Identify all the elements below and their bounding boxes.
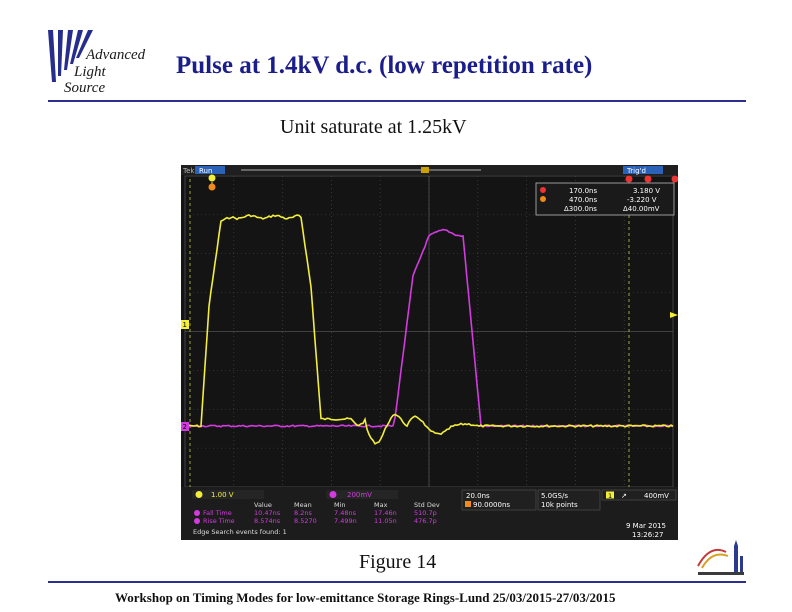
cursor-b-value: -3.220 V	[627, 196, 657, 204]
horizontal-position-icon	[465, 501, 471, 507]
trigger-slope-icon: ↗	[621, 492, 627, 500]
cursor-readout-box	[535, 182, 675, 216]
cursor-b-time: 470.0ns	[569, 196, 597, 204]
trigger-channel: 1	[608, 492, 612, 500]
timebase: 20.0ns	[466, 492, 490, 500]
cursor-delta-time: Δ300.0ns	[564, 205, 597, 213]
scope-time: 13:26:27	[632, 531, 663, 539]
figure-caption: Figure 14	[359, 551, 437, 573]
measurement-table: Value Mean Min Max Std Dev Fall Time 10.…	[193, 501, 440, 536]
trigger-level-marker	[670, 312, 678, 318]
footer-divider	[48, 581, 746, 583]
rise-time-stddev: 476.7p	[414, 517, 437, 525]
ch2-indicator-icon	[329, 491, 337, 498]
svg-text:2: 2	[183, 423, 187, 431]
slide-subtitle: Unit saturate at 1.25kV	[280, 116, 467, 138]
slide-footer: Workshop on Timing Modes for low-emittan…	[115, 590, 616, 605]
rise-time-label: Rise Time	[203, 517, 235, 525]
logo-text-advanced: Advanced	[86, 47, 146, 63]
institution-logo	[697, 540, 744, 575]
channel-1-waveform	[184, 214, 674, 445]
table-header-value: Value	[254, 501, 272, 509]
rise-time-max: 11.05n	[374, 517, 397, 525]
trigger-status-badge	[623, 166, 663, 174]
rise-time-channel-icon	[194, 518, 200, 524]
channel-2-ground-marker	[181, 422, 189, 431]
logo-stripes	[48, 30, 93, 82]
rise-time-mean: 8.5270	[294, 517, 317, 525]
run-status-badge	[195, 166, 225, 174]
title-divider	[48, 100, 746, 102]
trigger-box	[601, 489, 677, 501]
table-header-stddev: Std Dev	[414, 501, 440, 509]
cursor-readout-handle-2	[671, 175, 678, 183]
ch2-scale: 200mV	[347, 491, 372, 499]
fall-time-max: 17.46n	[374, 509, 397, 517]
scope-date: 9 Mar 2015	[626, 522, 666, 530]
table-header-mean: Mean	[294, 501, 312, 509]
table-header-max: Max	[374, 501, 388, 509]
slide-title: Pulse at 1.4kV d.c. (low repetition rate…	[176, 52, 593, 79]
horizontal-position: 90.0000ns	[473, 501, 510, 509]
ch1-indicator-icon	[195, 491, 203, 498]
cursor-a-icon	[540, 187, 546, 193]
fall-time-value: 10.47ns	[254, 509, 281, 517]
rise-time-min: 7.499n	[334, 517, 357, 525]
cursor-b-handle	[625, 175, 633, 183]
svg-text:1: 1	[183, 321, 187, 329]
als-logo: Advanced Light Source	[48, 30, 163, 96]
run-status: Run	[199, 167, 212, 175]
ch1-scale: 1.00 V	[211, 491, 234, 499]
cursor-b-icon	[540, 196, 546, 202]
fall-time-min: 7.48ns	[334, 509, 357, 517]
graticule	[184, 175, 674, 488]
acquisition-box	[537, 489, 601, 511]
ch2-scale-box	[326, 490, 398, 499]
cursor-delta-value: Δ40.00mV	[623, 205, 660, 213]
trigger-status: Trig'd	[626, 167, 646, 175]
cursor-a-time: 170.0ns	[569, 187, 597, 195]
fall-time-mean: 8.2ns	[294, 509, 312, 517]
scope-brand: Tek	[182, 167, 195, 175]
fall-time-channel-icon	[194, 510, 200, 516]
record-view-bar	[241, 169, 481, 171]
logo-text-source: Source	[64, 80, 106, 96]
oscilloscope-screen: Tek Run Trig'd 170.0ns 3.180 V 470.0ns -…	[181, 165, 678, 540]
fall-time-stddev: 510.7p	[414, 509, 437, 517]
fall-time-label: Fall Time	[203, 509, 232, 517]
cursor-b-marker	[208, 183, 216, 191]
trigger-channel-icon	[606, 491, 614, 499]
channel-1-ground-marker	[181, 320, 189, 329]
record-length: 10k points	[541, 501, 578, 509]
horizontal-box	[461, 489, 537, 511]
trigger-level: 400mV	[644, 492, 669, 500]
edge-search-status: Edge Search events found: 1	[193, 528, 287, 536]
logo-text-light: Light	[74, 64, 106, 80]
sample-rate: 5.0GS/s	[541, 492, 568, 500]
ch1-scale-box	[192, 490, 264, 499]
rise-time-value: 8.574ns	[254, 517, 281, 525]
cursor-a-value: 3.180 V	[633, 187, 660, 195]
trigger-position-marker	[421, 167, 429, 173]
table-header-min: Min	[334, 501, 346, 509]
cursor-readout-handle	[644, 175, 652, 183]
